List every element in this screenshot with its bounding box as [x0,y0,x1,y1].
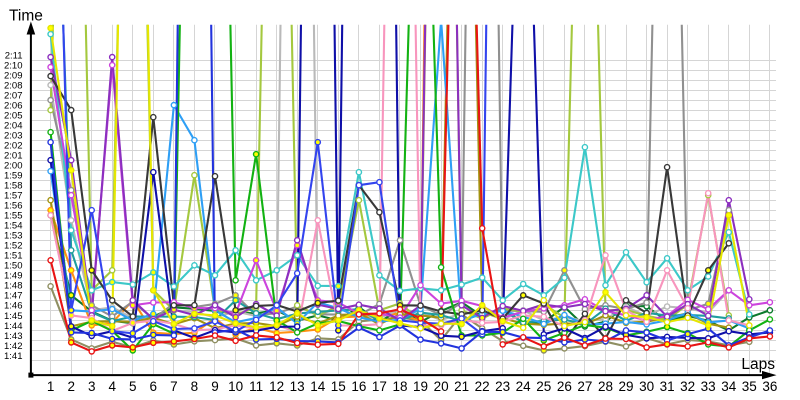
svg-text:13: 13 [290,379,305,394]
svg-text:16: 16 [351,379,366,394]
svg-text:19: 19 [413,379,428,394]
svg-text:10: 10 [228,379,243,394]
svg-text:2:01: 2:01 [4,151,23,162]
svg-text:1:50: 1:50 [4,261,23,272]
svg-text:2:06: 2:06 [4,101,23,112]
svg-text:35: 35 [742,379,757,394]
svg-text:1:44: 1:44 [4,321,23,332]
svg-text:1:46: 1:46 [4,301,23,312]
svg-text:17: 17 [372,379,387,394]
svg-text:1: 1 [47,379,55,394]
svg-text:Time: Time [9,8,43,25]
svg-text:Laps: Laps [741,356,775,373]
svg-text:2:04: 2:04 [4,121,23,132]
svg-text:1:54: 1:54 [4,221,23,232]
svg-text:8: 8 [191,379,199,394]
svg-text:18: 18 [392,379,407,394]
svg-text:2:03: 2:03 [4,131,23,142]
svg-text:4: 4 [108,379,116,394]
svg-text:9: 9 [211,379,219,394]
svg-text:2:05: 2:05 [4,111,23,122]
svg-text:1:43: 1:43 [4,331,23,342]
svg-text:29: 29 [618,379,633,394]
svg-text:1:52: 1:52 [4,241,23,252]
svg-text:1:42: 1:42 [4,341,23,352]
svg-text:20: 20 [434,379,449,394]
svg-text:27: 27 [577,379,592,394]
svg-text:34: 34 [721,379,737,394]
svg-text:23: 23 [495,379,510,394]
svg-text:1:56: 1:56 [4,201,23,212]
svg-text:2:11: 2:11 [5,51,23,62]
svg-text:15: 15 [331,379,346,394]
svg-text:6: 6 [150,379,158,394]
svg-text:14: 14 [310,379,326,394]
svg-text:25: 25 [536,379,551,394]
svg-text:30: 30 [639,379,654,394]
svg-text:12: 12 [269,379,284,394]
svg-text:2:08: 2:08 [4,81,23,92]
svg-text:31: 31 [660,379,675,394]
svg-text:2:07: 2:07 [4,91,23,102]
svg-text:26: 26 [557,379,572,394]
svg-text:5: 5 [129,379,137,394]
svg-text:1:49: 1:49 [4,271,23,282]
svg-text:1:53: 1:53 [4,231,23,242]
svg-text:1:48: 1:48 [4,281,23,292]
svg-text:24: 24 [516,379,532,394]
svg-text:1:59: 1:59 [4,171,23,182]
svg-text:1:51: 1:51 [4,251,23,262]
svg-text:1:41: 1:41 [4,351,23,362]
svg-text:1:58: 1:58 [4,181,23,192]
svg-text:7: 7 [170,379,178,394]
svg-text:2: 2 [67,379,75,394]
svg-text:2:09: 2:09 [4,71,23,82]
svg-text:36: 36 [762,379,777,394]
svg-text:32: 32 [680,379,695,394]
svg-text:2:10: 2:10 [4,61,23,72]
svg-text:1:55: 1:55 [4,211,23,222]
svg-text:3: 3 [88,379,96,394]
svg-text:1:47: 1:47 [4,291,23,302]
svg-text:33: 33 [701,379,716,394]
svg-text:22: 22 [475,379,490,394]
svg-text:2:00: 2:00 [4,161,23,172]
svg-text:21: 21 [454,379,469,394]
svg-text:11: 11 [249,379,263,394]
svg-text:1:57: 1:57 [4,191,23,202]
svg-text:1:45: 1:45 [4,311,23,322]
svg-text:28: 28 [598,379,613,394]
svg-text:2:02: 2:02 [4,141,23,152]
